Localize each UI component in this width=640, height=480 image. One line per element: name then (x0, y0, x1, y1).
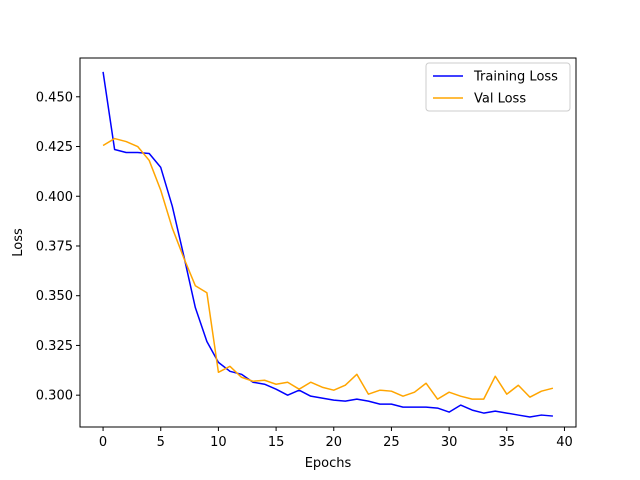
legend-label-training-loss: Training Loss (473, 70, 558, 85)
y-tick-label: 0.400 (36, 190, 73, 205)
x-tick-label: 0 (99, 435, 107, 450)
x-tick-label: 35 (499, 435, 516, 450)
x-tick-label: 30 (441, 435, 458, 450)
legend: Training Loss Val Loss (425, 62, 571, 112)
y-tick-label: 0.325 (36, 339, 73, 354)
x-tick-label: 5 (157, 435, 165, 450)
x-tick-label: 15 (268, 435, 285, 450)
legend-box (425, 62, 571, 112)
x-tick-label: 20 (325, 435, 342, 450)
y-tick-label: 0.375 (36, 239, 73, 254)
y-tick-label: 0.450 (36, 90, 73, 105)
legend-label-val-loss: Val Loss (474, 92, 526, 107)
y-axis-ticks: 0.300 0.325 0.350 0.375 0.400 0.425 0.450 (36, 90, 80, 404)
series-line-val-loss (102, 137, 554, 400)
x-tick-label: 40 (556, 435, 573, 450)
x-axis-ticks: 0 5 10 15 20 25 30 35 40 (99, 427, 573, 450)
series-lines (102, 71, 554, 418)
series-line-training-loss (102, 71, 553, 418)
y-tick-label: 0.350 (36, 289, 73, 304)
plot-frame (79, 57, 577, 428)
x-tick-label: 10 (210, 435, 227, 450)
x-tick-label: 25 (383, 435, 400, 450)
y-tick-label: 0.300 (36, 389, 73, 404)
y-axis-label: Loss (11, 228, 26, 257)
x-axis-label: Epochs (305, 456, 352, 471)
y-tick-label: 0.425 (36, 140, 73, 155)
